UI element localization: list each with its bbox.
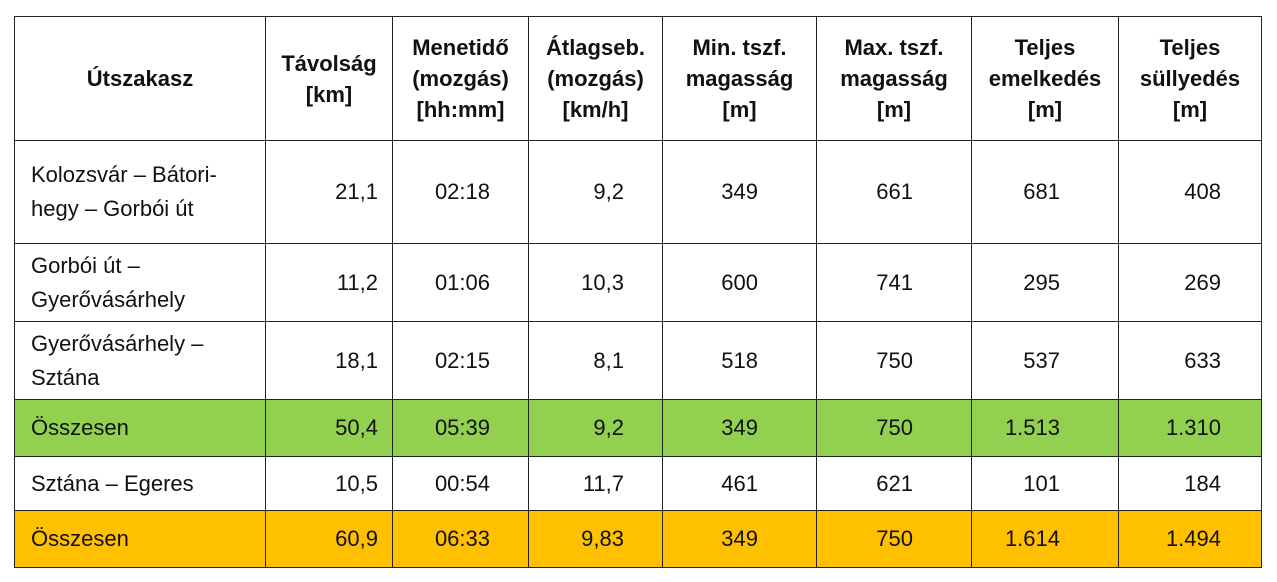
total-ascent-value: 1.513 <box>971 399 1119 457</box>
table-row: Sztána – Egeres 10,5 00:54 11,7 461 621 … <box>14 456 1262 511</box>
total-ascent-value: 681 <box>971 140 1119 244</box>
avg-speed-value: 8,1 <box>528 321 663 400</box>
section-name: Összesen <box>14 510 266 568</box>
max-altitude-value: 750 <box>816 399 972 457</box>
table-row: Kolozsvár – Bátori-hegy – Gorbói út 21,1… <box>14 140 1262 244</box>
table-row: Gyerővásárhely – Sztána 18,1 02:15 8,1 5… <box>14 321 1262 400</box>
subtotal-row: Összesen 50,4 05:39 9,2 349 750 1.513 1.… <box>14 399 1262 457</box>
total-descent-value: 1.310 <box>1118 399 1262 457</box>
total-descent-value: 184 <box>1118 456 1262 511</box>
header-row: Útszakasz Távolság [km] Menetidő (mozgás… <box>14 16 1262 141</box>
max-altitude-value: 750 <box>816 321 972 400</box>
section-name: Gorbói út – Gyerővásárhely <box>14 243 266 322</box>
moving-time-value: 02:18 <box>392 140 529 244</box>
min-altitude-value: 349 <box>662 510 817 568</box>
max-altitude-value: 661 <box>816 140 972 244</box>
min-altitude-value: 349 <box>662 399 817 457</box>
total-ascent-value: 1.614 <box>971 510 1119 568</box>
section-name: Kolozsvár – Bátori-hegy – Gorbói út <box>14 140 266 244</box>
total-row: Összesen 60,9 06:33 9,83 349 750 1.614 1… <box>14 510 1262 568</box>
moving-time-value: 00:54 <box>392 456 529 511</box>
distance-value: 10,5 <box>265 456 393 511</box>
distance-value: 18,1 <box>265 321 393 400</box>
distance-value: 21,1 <box>265 140 393 244</box>
avg-speed-value: 10,3 <box>528 243 663 322</box>
avg-speed-value: 9,2 <box>528 140 663 244</box>
total-descent-value: 633 <box>1118 321 1262 400</box>
total-ascent-value: 537 <box>971 321 1119 400</box>
moving-time-value: 06:33 <box>392 510 529 568</box>
distance-value: 11,2 <box>265 243 393 322</box>
header-moving-time: Menetidő (mozgás) [hh:mm] <box>392 16 529 141</box>
route-stats-table: Útszakasz Távolság [km] Menetidő (mozgás… <box>14 16 1262 568</box>
min-altitude-value: 461 <box>662 456 817 511</box>
min-altitude-value: 518 <box>662 321 817 400</box>
avg-speed-value: 9,83 <box>528 510 663 568</box>
moving-time-value: 05:39 <box>392 399 529 457</box>
section-name: Gyerővásárhely – Sztána <box>14 321 266 400</box>
table-row: Gorbói út – Gyerővásárhely 11,2 01:06 10… <box>14 243 1262 322</box>
min-altitude-value: 349 <box>662 140 817 244</box>
avg-speed-value: 9,2 <box>528 399 663 457</box>
header-distance: Távolság [km] <box>265 16 393 141</box>
total-descent-value: 1.494 <box>1118 510 1262 568</box>
total-ascent-value: 101 <box>971 456 1119 511</box>
min-altitude-value: 600 <box>662 243 817 322</box>
header-total-descent: Teljes süllyedés [m] <box>1118 16 1262 141</box>
header-section: Útszakasz <box>14 16 266 141</box>
max-altitude-value: 621 <box>816 456 972 511</box>
distance-value: 50,4 <box>265 399 393 457</box>
max-altitude-value: 750 <box>816 510 972 568</box>
total-descent-value: 269 <box>1118 243 1262 322</box>
header-min-altitude: Min. tszf. magasság [m] <box>662 16 817 141</box>
total-descent-value: 408 <box>1118 140 1262 244</box>
total-ascent-value: 295 <box>971 243 1119 322</box>
section-name: Sztána – Egeres <box>14 456 266 511</box>
section-name: Összesen <box>14 399 266 457</box>
header-total-ascent: Teljes emelkedés [m] <box>971 16 1119 141</box>
header-avg-speed: Átlagseb. (mozgás) [km/h] <box>528 16 663 141</box>
moving-time-value: 02:15 <box>392 321 529 400</box>
moving-time-value: 01:06 <box>392 243 529 322</box>
header-max-altitude: Max. tszf. magasság [m] <box>816 16 972 141</box>
max-altitude-value: 741 <box>816 243 972 322</box>
avg-speed-value: 11,7 <box>528 456 663 511</box>
distance-value: 60,9 <box>265 510 393 568</box>
